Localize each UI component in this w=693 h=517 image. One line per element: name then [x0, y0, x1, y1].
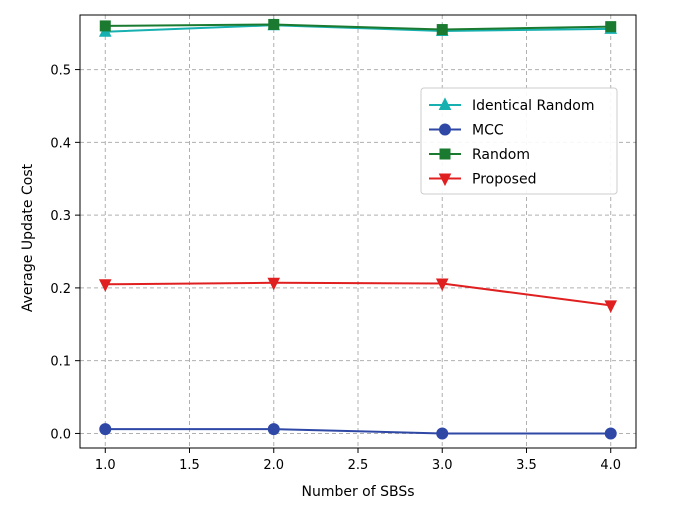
- y-tick-label: 0.1: [50, 355, 71, 370]
- data-point: [435, 278, 449, 292]
- data-point: [99, 20, 111, 32]
- data-point: [99, 423, 112, 436]
- data-point: [268, 18, 280, 30]
- legend-item: Random: [429, 147, 530, 163]
- data-point: [436, 24, 448, 36]
- legend-box: [420, 87, 618, 195]
- series-line: [105, 24, 611, 33]
- grid-lines: [80, 15, 636, 448]
- data-point: [267, 423, 280, 436]
- y-tick-label: 0.0: [50, 427, 71, 442]
- data-point: [604, 300, 618, 313]
- series-line: [105, 281, 611, 307]
- legend-label: Random: [472, 147, 530, 163]
- x-tick-label: 2.5: [348, 458, 369, 473]
- series-random: [99, 18, 617, 36]
- y-tick-label: 0.5: [50, 64, 71, 79]
- legend-label: Identical Random: [472, 98, 594, 114]
- legend-marker: [438, 173, 452, 187]
- x-tick-label: 3.5: [516, 458, 537, 473]
- x-tick-label: 1.5: [179, 458, 200, 473]
- x-axis-ticks: 1.0 1.5 2.0 2.5 3.0 3.5 4.0: [95, 448, 621, 473]
- series-line: [105, 23, 611, 31]
- series-line: [105, 428, 611, 435]
- legend-item: Identical Random: [429, 97, 594, 114]
- legend-marker: [439, 148, 451, 160]
- legend-marker: [439, 123, 451, 136]
- data-point: [605, 21, 617, 33]
- data-point: [98, 279, 112, 292]
- series-layer: [98, 17, 618, 440]
- y-tick-label: 0.3: [50, 209, 71, 224]
- y-tick-label: 0.2: [50, 282, 71, 297]
- data-point: [604, 427, 617, 440]
- legend-marker: [438, 97, 452, 110]
- y-axis-label: Average Update Cost: [20, 163, 36, 312]
- y-axis-ticks: 0.0 0.1 0.2 0.3 0.4 0.5: [50, 64, 80, 442]
- legend-item: MCC: [429, 123, 504, 139]
- legend-label: MCC: [472, 123, 504, 139]
- x-tick-label: 4.0: [600, 458, 621, 473]
- legend-label: Proposed: [472, 172, 536, 188]
- legend-item: Proposed: [429, 172, 536, 188]
- y-tick-label: 0.4: [50, 136, 71, 151]
- x-tick-label: 1.0: [95, 458, 116, 473]
- x-tick-label: 3.0: [432, 458, 453, 473]
- x-tick-label: 2.0: [263, 458, 284, 473]
- legend: Identical Random MCC Random Proposed: [420, 87, 618, 195]
- x-axis-label: Number of SBSs: [301, 484, 414, 500]
- data-point: [267, 277, 281, 291]
- series-proposed: [98, 277, 618, 313]
- data-point: [436, 427, 449, 440]
- series-mcc: [99, 423, 617, 440]
